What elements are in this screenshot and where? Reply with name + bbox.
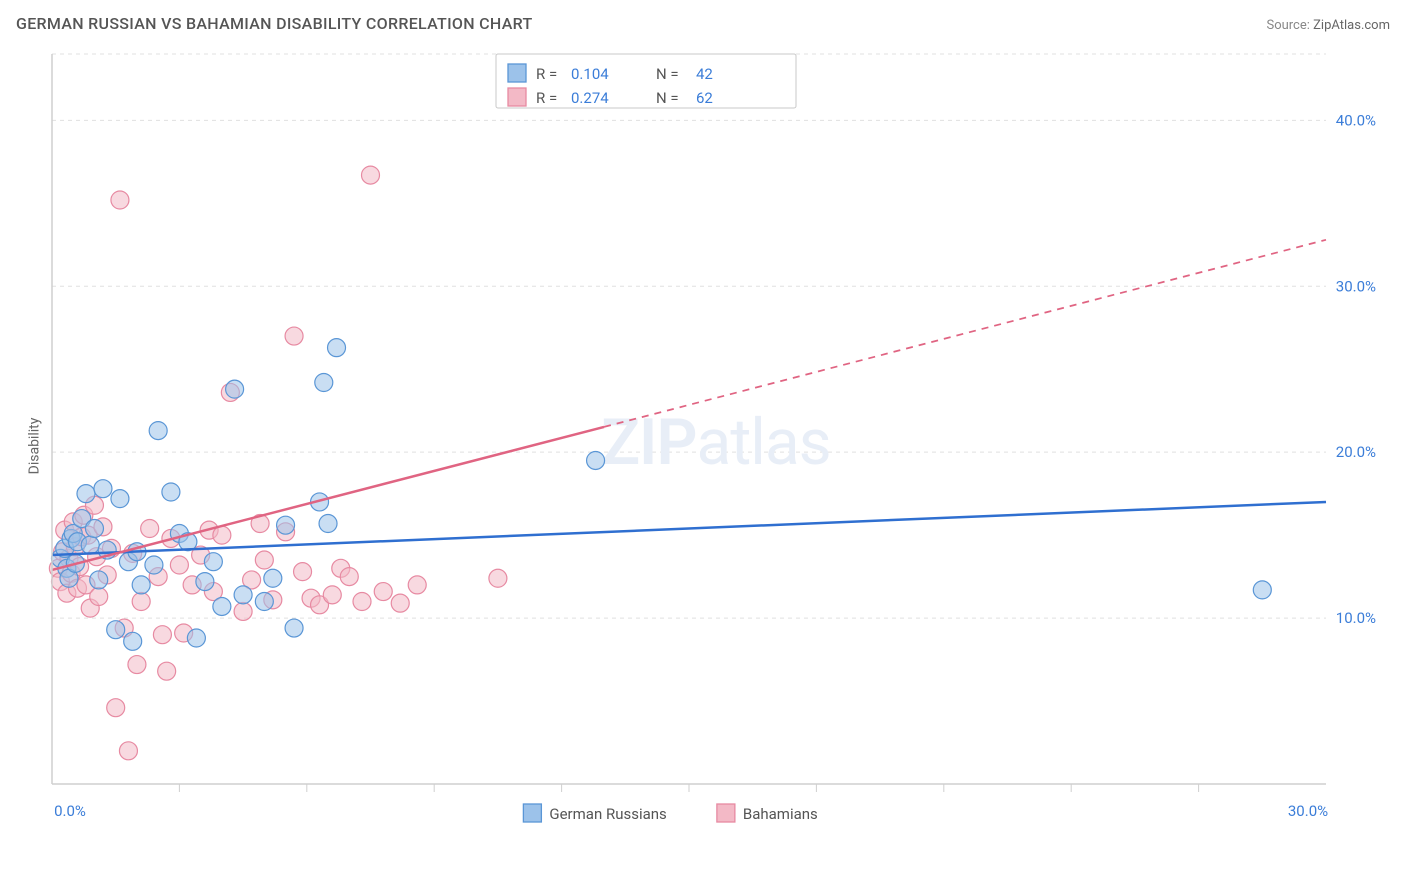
chart-title: GERMAN RUSSIAN VS BAHAMIAN DISABILITY CO… bbox=[16, 14, 533, 33]
legend-n-label: N = bbox=[656, 89, 679, 107]
data-point bbox=[170, 556, 188, 574]
source-name: ZipAtlas.com bbox=[1313, 18, 1390, 33]
data-point bbox=[374, 583, 392, 601]
watermark-text: ZIPatlas bbox=[601, 405, 830, 480]
scatter-chart: ZIPatlas 10.0% 20.0% 30.0% 40.0% 0.0% 30.0% R… bbox=[46, 44, 1386, 824]
trend-line bbox=[52, 502, 1326, 555]
data-point bbox=[149, 422, 167, 440]
data-point bbox=[408, 576, 426, 594]
data-point bbox=[90, 588, 108, 606]
data-point bbox=[285, 327, 303, 345]
y-tick-label: 10.0% bbox=[1336, 609, 1376, 627]
legend-swatch bbox=[508, 88, 526, 106]
data-point bbox=[294, 563, 312, 581]
data-point bbox=[315, 374, 333, 392]
legend-r-label: R = bbox=[536, 65, 557, 83]
data-point bbox=[119, 742, 137, 760]
x-tick-label: 30.0% bbox=[1288, 802, 1328, 820]
legend-swatch bbox=[508, 64, 526, 82]
data-point bbox=[162, 483, 180, 501]
data-point bbox=[196, 573, 214, 591]
trend-line bbox=[52, 427, 604, 570]
bottom-legend-label: German Russians bbox=[549, 805, 666, 823]
source-attribution: Source: ZipAtlas.com bbox=[1266, 18, 1390, 33]
bottom-legend-label: Bahamians bbox=[743, 805, 818, 823]
data-point bbox=[153, 626, 171, 644]
data-point bbox=[587, 451, 605, 469]
bottom-legend-swatch bbox=[523, 804, 541, 822]
y-tick-label: 30.0% bbox=[1336, 277, 1376, 295]
data-point bbox=[77, 485, 95, 503]
data-point bbox=[226, 380, 244, 398]
data-point bbox=[124, 632, 142, 650]
data-point bbox=[362, 166, 380, 184]
data-point bbox=[1253, 581, 1271, 599]
data-point bbox=[353, 593, 371, 611]
y-tick-label: 20.0% bbox=[1336, 443, 1376, 461]
data-point bbox=[234, 602, 252, 620]
data-point bbox=[285, 619, 303, 637]
legend-n-value: 62 bbox=[696, 89, 713, 107]
data-point bbox=[489, 569, 507, 587]
data-point bbox=[319, 515, 337, 533]
data-point bbox=[158, 662, 176, 680]
y-tick-label: 40.0% bbox=[1336, 111, 1376, 129]
legend-r-label: R = bbox=[536, 89, 557, 107]
data-point bbox=[132, 576, 150, 594]
data-point bbox=[132, 593, 150, 611]
data-point bbox=[187, 629, 205, 647]
data-point bbox=[145, 556, 163, 574]
data-point bbox=[111, 191, 129, 209]
source-prefix: Source: bbox=[1266, 18, 1313, 33]
bottom-legend-swatch bbox=[717, 804, 735, 822]
data-point bbox=[111, 490, 129, 508]
data-point bbox=[255, 593, 273, 611]
data-point bbox=[107, 699, 125, 717]
data-point bbox=[81, 536, 99, 554]
data-point bbox=[204, 553, 222, 571]
legend-n-label: N = bbox=[656, 65, 679, 83]
data-point bbox=[391, 594, 409, 612]
data-point bbox=[85, 520, 103, 538]
data-point bbox=[255, 551, 273, 569]
x-tick-label: 0.0% bbox=[54, 802, 86, 820]
data-point bbox=[264, 569, 282, 587]
data-point bbox=[94, 480, 112, 498]
data-point bbox=[234, 586, 252, 604]
y-axis-label: Disability bbox=[26, 418, 42, 475]
data-point bbox=[328, 339, 346, 357]
data-point bbox=[213, 597, 231, 615]
legend-r-value: 0.104 bbox=[571, 65, 609, 83]
legend-r-value: 0.274 bbox=[571, 89, 609, 107]
data-point bbox=[141, 520, 159, 538]
data-point bbox=[128, 656, 146, 674]
legend-n-value: 42 bbox=[696, 65, 713, 83]
data-point bbox=[323, 586, 341, 604]
data-point bbox=[107, 621, 125, 639]
data-point bbox=[277, 516, 295, 534]
data-point bbox=[90, 571, 108, 589]
trend-line-dashed bbox=[604, 240, 1326, 427]
data-point bbox=[340, 568, 358, 586]
